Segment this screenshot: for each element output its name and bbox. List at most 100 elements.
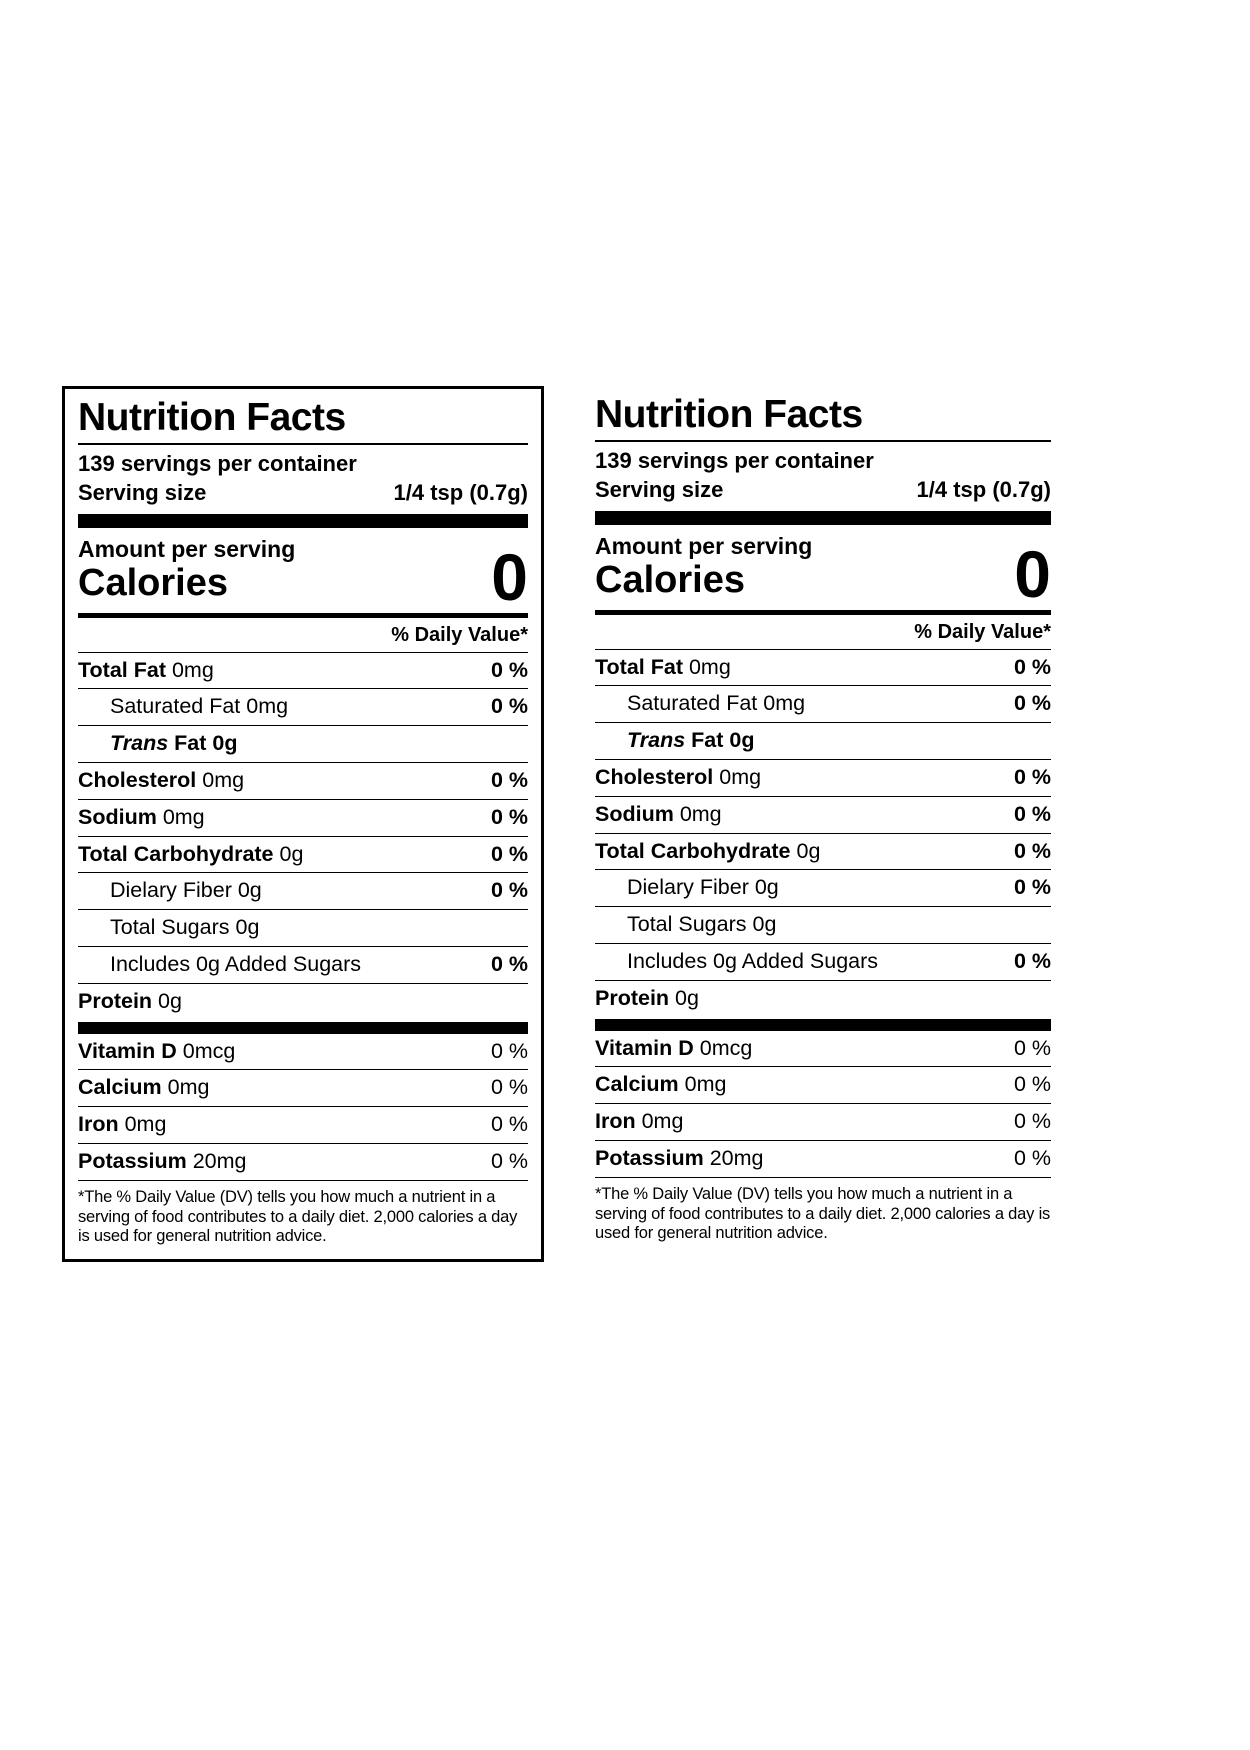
nutrient-row-total-fat: Total Fat 0mg 0 % bbox=[78, 651, 528, 689]
nutrient-name-bold: Sodium bbox=[595, 801, 680, 826]
nutrient-name-bold: Total Fat bbox=[78, 657, 172, 682]
nutrient-name: Total Carbohydrate 0g bbox=[78, 842, 303, 868]
nutrient-value: 0 % bbox=[1013, 875, 1051, 900]
nutrient-name-rest: 0mg bbox=[719, 765, 762, 790]
nutrient-name: Vitamin D 0mcg bbox=[78, 1039, 235, 1065]
nutrient-value: 0 % bbox=[490, 841, 528, 866]
nutrient-row-trans-fat: Trans Fat 0g bbox=[78, 725, 528, 762]
nutrient-row-iron: Iron 0mg 0 % bbox=[595, 1103, 1051, 1140]
nutrient-row-saturated-fat: Saturated Fat 0mg 0 % bbox=[595, 685, 1051, 722]
nutrient-name: Dielary Fiber 0g bbox=[595, 875, 779, 901]
nutrient-row-total-carbohydrate: Total Carbohydrate 0g 0 % bbox=[78, 835, 528, 873]
nutrient-row-total-sugars: Total Sugars 0g bbox=[78, 909, 528, 946]
nutrient-name-bold: Protein bbox=[78, 988, 159, 1013]
calories-label: Calories bbox=[595, 558, 745, 601]
nutrient-value: 0 % bbox=[1013, 1109, 1051, 1134]
nutrient-name: Saturated Fat 0mg bbox=[78, 694, 288, 720]
nutrient-name-bold: Vitamin D bbox=[78, 1038, 183, 1063]
nutrient-value: 0 % bbox=[490, 952, 528, 977]
nutrient-name-rest: 0mg bbox=[688, 654, 731, 679]
nutrient-name-rest: Saturated Fat 0mg bbox=[110, 694, 289, 719]
nutrient-row-protein: Protein 0g bbox=[78, 982, 528, 1020]
nutrient-name-bold: Calcium bbox=[595, 1072, 685, 1097]
nutrient-row-sodium: Sodium 0mg 0 % bbox=[78, 798, 528, 836]
nutrient-row-sodium: Sodium 0mg 0 % bbox=[595, 795, 1051, 833]
nutrient-name-bold: Sodium bbox=[78, 804, 163, 829]
nutrient-name-bold: Total Carbohydrate bbox=[78, 841, 280, 866]
servings-per-container: 139 servings per container bbox=[595, 448, 874, 474]
amount-per-serving-label: Amount per serving bbox=[78, 535, 296, 562]
nutrient-name: Cholesterol 0mg bbox=[595, 765, 761, 791]
serving-size-row: Serving size 1/4 tsp (0.7g) bbox=[78, 478, 528, 514]
nutrient-name: Potassium 20mg bbox=[78, 1149, 247, 1175]
nutrient-name: Iron 0mg bbox=[595, 1109, 683, 1135]
nutrient-name: Cholesterol 0mg bbox=[78, 768, 244, 794]
nutrient-name-rest: 0mcg bbox=[699, 1035, 753, 1060]
nutrient-name-rest: 0mcg bbox=[182, 1038, 236, 1063]
nutrient-name-rest: 0mg bbox=[202, 768, 245, 793]
nutrient-value: 0 % bbox=[1013, 1072, 1051, 1097]
nutrient-name: Protein 0g bbox=[595, 986, 699, 1012]
nutrient-row-calcium: Calcium 0mg 0 % bbox=[78, 1069, 528, 1106]
nutrient-value: 0 % bbox=[490, 657, 528, 682]
vitamin-rows: Vitamin D 0mcg 0 % Calcium 0mg 0 % Iron … bbox=[595, 1031, 1051, 1177]
calories-value: 0 bbox=[491, 539, 528, 614]
nutrient-value: 0 % bbox=[490, 768, 528, 793]
thick-divider-bar bbox=[78, 513, 528, 528]
nutrient-value: 0 % bbox=[490, 1075, 528, 1100]
nutrient-name: Calcium 0mg bbox=[78, 1075, 209, 1101]
nutrient-name: Potassium 20mg bbox=[595, 1146, 764, 1172]
nutrient-name-rest: Total Sugars 0g bbox=[627, 912, 777, 937]
labels-container: Nutrition Facts 139 servings per contain… bbox=[62, 386, 1064, 1263]
nutrient-value: 0 % bbox=[1013, 949, 1051, 974]
nutrient-name-bold: Iron bbox=[595, 1109, 642, 1134]
nutrient-name-bold: Potassium bbox=[595, 1146, 710, 1171]
nutrient-name: Sodium 0mg bbox=[78, 805, 205, 831]
nutrient-name: Trans Fat 0g bbox=[595, 728, 754, 754]
nutrient-rows: Total Fat 0mg 0 % Saturated Fat 0mg 0 % … bbox=[78, 651, 528, 1020]
nutrient-value: 0 % bbox=[490, 804, 528, 829]
nutrient-name-rest: Dielary Fiber 0g bbox=[110, 878, 262, 903]
nutrient-name-rest: 0g bbox=[158, 988, 182, 1013]
nutrient-name-rest: 0g bbox=[796, 838, 821, 863]
nutrient-row-cholesterol: Cholesterol 0mg 0 % bbox=[595, 759, 1051, 796]
nutrient-value: 0 % bbox=[1013, 801, 1051, 826]
nutrient-value: 0 % bbox=[1013, 1035, 1051, 1060]
calories-divider-bar bbox=[595, 609, 1051, 615]
nutrient-name: Total Sugars 0g bbox=[78, 915, 259, 941]
nutrient-value bbox=[1043, 986, 1051, 1012]
nutrient-name-bold: Cholesterol bbox=[595, 765, 720, 790]
nutrient-value bbox=[1043, 728, 1051, 754]
label-title: Nutrition Facts bbox=[78, 396, 528, 446]
nutrient-row-vitamin-d: Vitamin D 0mcg 0 % bbox=[78, 1034, 528, 1070]
nutrient-name-rest: Includes 0g Added Sugars bbox=[627, 949, 879, 974]
nutrient-row-added-sugars: Includes 0g Added Sugars 0 % bbox=[78, 946, 528, 983]
nutrient-name: Total Sugars 0g bbox=[595, 912, 776, 938]
nutrient-name-bold: Calcium bbox=[78, 1075, 168, 1100]
nutrient-name: Dielary Fiber 0g bbox=[78, 878, 262, 904]
nutrient-value: 0 % bbox=[1013, 1146, 1051, 1171]
daily-value-header: % Daily Value* bbox=[391, 623, 528, 646]
thick-divider-bar-2 bbox=[595, 1018, 1051, 1031]
calories-label: Calories bbox=[78, 561, 228, 604]
nutrient-name: Protein 0g bbox=[78, 989, 182, 1015]
nutrient-value: 0 % bbox=[1013, 765, 1051, 790]
nutrient-name-rest: Dielary Fiber 0g bbox=[627, 875, 779, 900]
nutrient-row-added-sugars: Includes 0g Added Sugars 0 % bbox=[595, 943, 1051, 980]
nutrient-value: 0 % bbox=[490, 1038, 528, 1063]
nutrient-name-rest: Total Sugars 0g bbox=[110, 915, 260, 940]
nutrition-facts-label: Nutrition Facts 139 servings per contain… bbox=[582, 386, 1064, 1263]
nutrient-name-rest: 0mg bbox=[641, 1109, 684, 1134]
nutrient-row-dietary-fiber: Dielary Fiber 0g 0 % bbox=[78, 872, 528, 909]
nutrient-row-trans-fat: Trans Fat 0g bbox=[595, 722, 1051, 759]
nutrition-facts-label: Nutrition Facts 139 servings per contain… bbox=[62, 386, 544, 1263]
nutrient-name-bold: Potassium bbox=[78, 1149, 193, 1174]
nutrient-name-rest: 0mg bbox=[124, 1112, 167, 1137]
nutrient-name-bold: Total Fat bbox=[595, 654, 689, 679]
serving-size-label: Serving size bbox=[595, 476, 724, 502]
nutrient-row-total-carbohydrate: Total Carbohydrate 0g 0 % bbox=[595, 832, 1051, 870]
nutrient-name-rest: Saturated Fat 0mg bbox=[627, 691, 806, 716]
calories-section: Amount per serving Calories 0 bbox=[78, 528, 528, 614]
nutrient-name: Total Carbohydrate 0g bbox=[595, 839, 820, 865]
nutrient-value: 0 % bbox=[490, 878, 528, 903]
